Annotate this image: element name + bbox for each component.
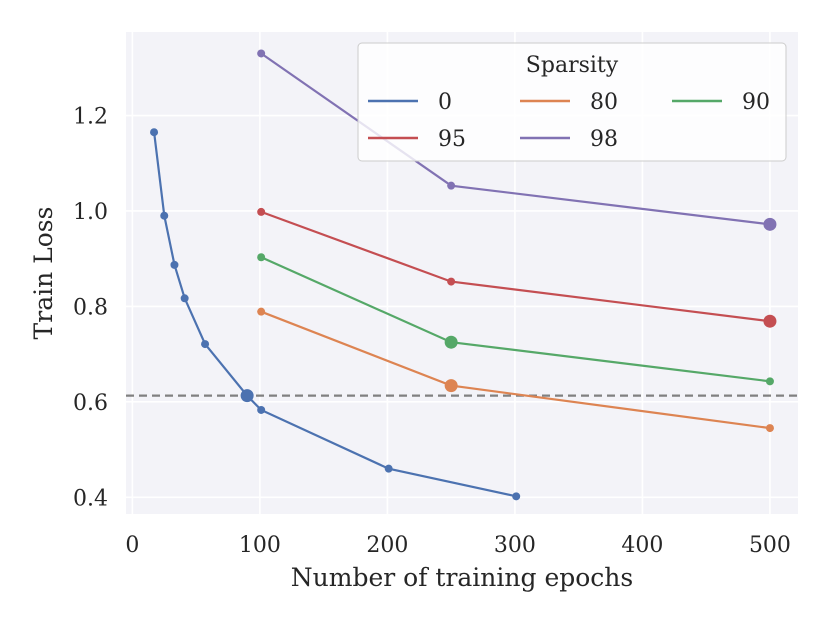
highlight-point-95 [763, 314, 777, 328]
x-tick-label: 200 [366, 533, 408, 558]
x-tick-label: 400 [621, 533, 663, 558]
x-tick-labels: 0 100 200 300 400 500 [125, 533, 791, 558]
x-axis-label: Number of training epochs [291, 563, 633, 592]
legend-label-98: 98 [590, 127, 618, 152]
data-point-98 [257, 49, 266, 58]
data-point-0 [512, 492, 521, 501]
x-tick-label: 300 [494, 533, 536, 558]
data-point-90 [765, 377, 774, 386]
data-point-98 [447, 181, 456, 190]
legend-box [357, 42, 787, 162]
y-tick-label: 0.4 [73, 486, 108, 511]
x-tick-label: 0 [125, 533, 139, 558]
data-point-95 [447, 277, 456, 286]
y-tick-label: 1.0 [73, 200, 108, 225]
data-point-0 [201, 340, 210, 349]
x-tick-label: 500 [749, 533, 791, 558]
data-point-0 [170, 260, 179, 269]
legend-label-0: 0 [438, 90, 452, 115]
data-point-0 [257, 405, 266, 414]
legend-label-80: 80 [590, 90, 618, 115]
y-tick-label: 1.2 [73, 105, 108, 130]
x-tick-label: 100 [239, 533, 281, 558]
y-tick-label: 0.8 [73, 295, 108, 320]
data-point-90 [257, 253, 266, 262]
highlight-point-80 [444, 379, 458, 393]
y-axis-label: Train Loss [29, 207, 58, 340]
legend-label-90: 90 [742, 90, 770, 115]
data-point-80 [765, 424, 774, 433]
highlight-point-98 [763, 217, 777, 231]
data-point-0 [180, 294, 189, 303]
data-point-80 [257, 307, 266, 316]
data-point-0 [384, 464, 393, 473]
data-point-0 [160, 211, 169, 220]
legend-title: Sparsity [526, 53, 619, 78]
y-tick-label: 0.6 [73, 391, 108, 416]
series-points [150, 49, 777, 501]
legend: Sparsity 0 80 90 95 98 [357, 42, 787, 162]
data-point-0 [150, 128, 159, 137]
y-tick-labels: 0.4 0.6 0.8 1.0 1.2 [73, 105, 108, 512]
highlight-point-90 [444, 335, 458, 349]
legend-label-95: 95 [438, 127, 466, 152]
highlight-point-0 [240, 389, 254, 403]
data-point-95 [257, 207, 266, 216]
